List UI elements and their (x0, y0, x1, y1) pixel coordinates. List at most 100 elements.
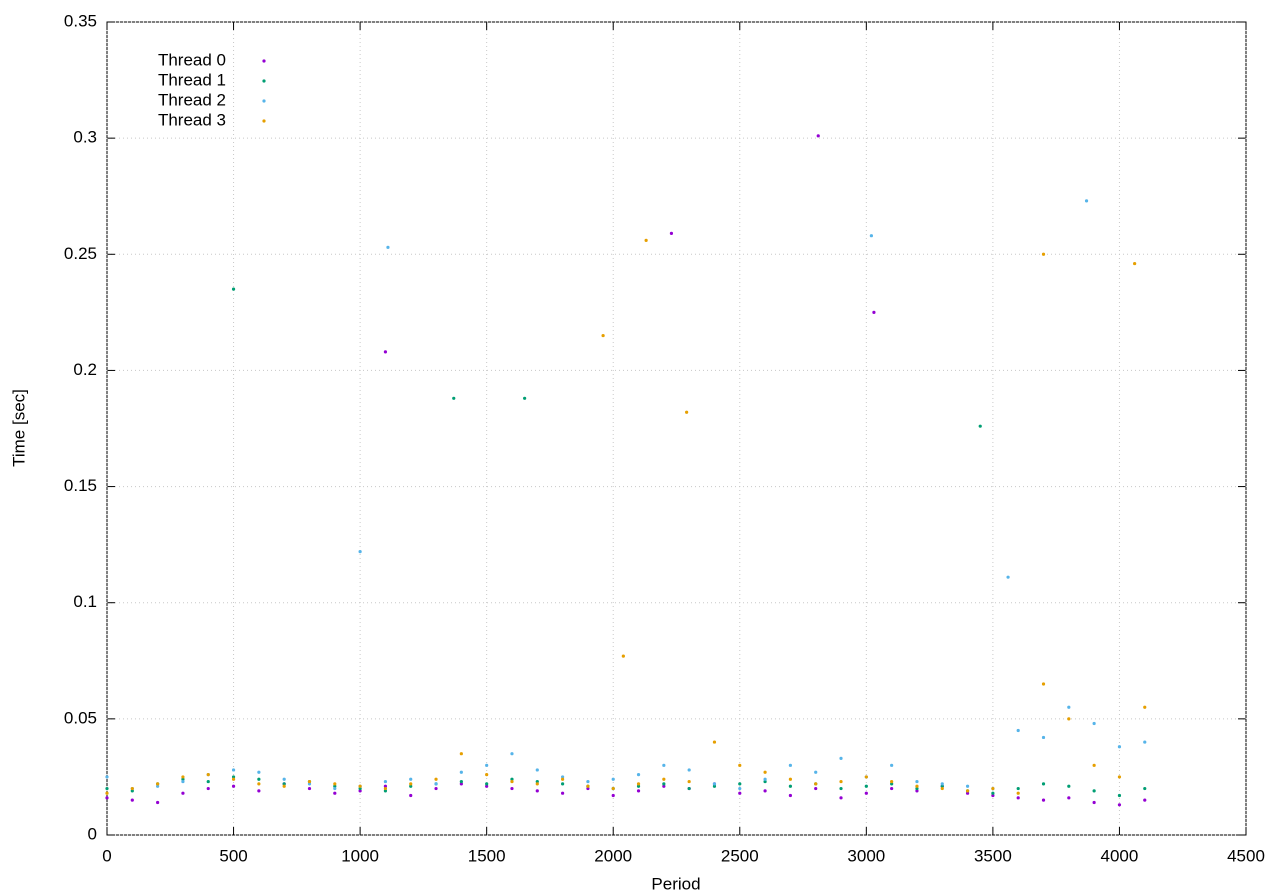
point (1143, 786, 1147, 791)
point (181, 791, 185, 795)
point (940, 782, 944, 786)
point (383, 789, 388, 793)
x-tick-label: 0 (102, 846, 111, 865)
point (1117, 803, 1122, 807)
point (434, 782, 438, 786)
point (940, 784, 944, 788)
y-axis-label: Time [sec] (9, 389, 28, 467)
x-tick-label: 3500 (974, 846, 1012, 865)
point (409, 782, 413, 786)
point (940, 786, 944, 791)
legend-marker (262, 59, 266, 63)
x-tick-label: 2000 (594, 846, 632, 865)
point (105, 775, 109, 779)
point (636, 773, 641, 777)
point (1143, 705, 1147, 709)
y-tick-label: 0 (88, 824, 97, 843)
legend-label: Thread 1 (158, 70, 226, 89)
point (409, 777, 413, 781)
x-tick-label: 4000 (1101, 846, 1139, 865)
point (156, 782, 160, 786)
point (1041, 682, 1046, 686)
point (231, 777, 236, 781)
plot-frame (106, 21, 1247, 836)
x-tick-label: 1000 (341, 846, 379, 865)
point (611, 793, 615, 798)
point (282, 784, 286, 788)
point (1067, 784, 1071, 788)
point (231, 784, 236, 788)
x-tick-label: 500 (219, 846, 247, 865)
point (978, 424, 982, 428)
y-tick-label: 0.35 (64, 11, 97, 30)
legend-label: Thread 3 (158, 110, 226, 129)
point (890, 779, 894, 784)
point (409, 793, 413, 798)
point (1041, 782, 1046, 786)
point (257, 789, 261, 793)
point (644, 238, 648, 242)
legend-label: Thread 2 (158, 90, 226, 109)
point (1092, 789, 1096, 793)
point (662, 763, 666, 767)
point (814, 782, 818, 786)
point (915, 789, 919, 793)
point (712, 784, 717, 788)
point (561, 791, 565, 795)
point (1006, 575, 1010, 579)
point (864, 784, 868, 788)
point (434, 786, 438, 791)
point (991, 793, 995, 798)
point (485, 773, 489, 777)
point (181, 775, 185, 779)
point (1067, 717, 1071, 721)
point (839, 786, 843, 791)
y-tick-label: 0.3 (73, 128, 97, 147)
point (231, 768, 236, 772)
point (307, 779, 312, 784)
point (156, 800, 160, 805)
point (965, 791, 970, 795)
legend-marker (262, 79, 266, 83)
x-tick-label: 2500 (721, 846, 759, 865)
point (712, 740, 717, 744)
point (383, 779, 388, 784)
point (386, 245, 390, 249)
point (890, 782, 894, 786)
point (1092, 721, 1096, 726)
point (814, 770, 818, 774)
point (636, 789, 641, 793)
point (383, 784, 388, 788)
point (1133, 261, 1137, 266)
point (915, 786, 919, 791)
point (1143, 798, 1147, 802)
point (459, 770, 463, 774)
point (105, 796, 109, 800)
point (1041, 798, 1046, 802)
point (510, 752, 514, 756)
legend-marker (262, 99, 266, 103)
point (358, 550, 362, 554)
point (1067, 705, 1071, 709)
point (636, 784, 641, 788)
point (1117, 775, 1122, 779)
point (738, 782, 742, 786)
x-tick-label: 1500 (468, 846, 506, 865)
point (485, 784, 489, 788)
point (872, 310, 876, 314)
point (839, 756, 843, 760)
point (181, 779, 185, 784)
point (206, 786, 210, 791)
point (257, 782, 261, 786)
point (130, 798, 134, 802)
point (738, 791, 742, 795)
point (586, 786, 590, 791)
point (535, 782, 539, 786)
point (333, 782, 337, 786)
point (864, 775, 868, 779)
y-tick-label: 0.15 (64, 476, 97, 495)
point (788, 793, 793, 798)
point (1092, 763, 1096, 767)
point (738, 763, 742, 767)
point (156, 784, 160, 788)
